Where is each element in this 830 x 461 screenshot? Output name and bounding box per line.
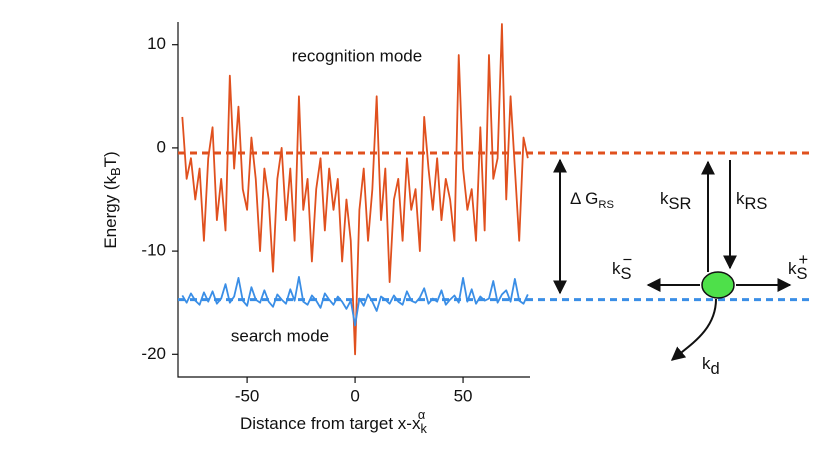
y-axis-label-sub: B (108, 167, 123, 176)
rate-label: kS+ (788, 251, 808, 283)
rate-label-main: k (660, 189, 669, 208)
energy-gap-label: Δ GRS (570, 189, 614, 210)
energy-gap-label-sub: RS (598, 199, 614, 211)
rate-label-sub: S (797, 265, 808, 283)
y-tick-label: 10 (147, 34, 166, 53)
rate-label: kSR (660, 189, 692, 213)
rate-label: kRS (736, 189, 767, 213)
axes (177, 22, 530, 378)
rate-label-sub: RS (745, 195, 768, 213)
y-axis-label-main: Energy (k (101, 175, 120, 248)
y-tick-label: 0 (157, 137, 166, 156)
series-line (181, 275, 529, 327)
y-tick-label: -10 (141, 241, 166, 260)
x-tick-label: -50 (235, 386, 260, 405)
state (701, 271, 735, 299)
rate-label-main: k (736, 189, 745, 208)
x-tick-label: 0 (350, 386, 359, 405)
y-tick-label: -20 (141, 344, 166, 363)
rate-label-sub: d (711, 360, 720, 378)
rate-label-main: k (788, 259, 797, 278)
x-axis-label-sub: k (420, 421, 427, 436)
x-axis-label: Distance from target x-xkα (240, 407, 427, 436)
x-tick-label: 50 (454, 386, 473, 405)
energy-gap-label-main: Δ G (570, 189, 598, 208)
annotation: search mode (231, 326, 329, 345)
y-axis-label-tail: T) (101, 151, 120, 167)
rate-label-sup: − (623, 251, 633, 269)
rate-label-sup: + (799, 251, 809, 269)
rate-label: kS− (612, 251, 632, 283)
annotation: recognition mode (292, 46, 422, 65)
y-axis-label: Energy (kBT) (101, 151, 123, 248)
rate-label-sub: S (621, 265, 632, 283)
x-axis-label-sup: α (418, 407, 425, 422)
rate-arrow (670, 298, 717, 361)
series-line (181, 23, 529, 356)
rate-label-main: k (612, 259, 621, 278)
rate-label: kd (702, 354, 720, 378)
x-axis-label-main: Distance from target x-x (240, 414, 421, 433)
rate-label-main: k (702, 354, 711, 373)
plot: 10 0 -10 -20 -50 0 50 recognition mode search mo… (101, 22, 812, 436)
rate-label-sub: SR (669, 195, 692, 213)
